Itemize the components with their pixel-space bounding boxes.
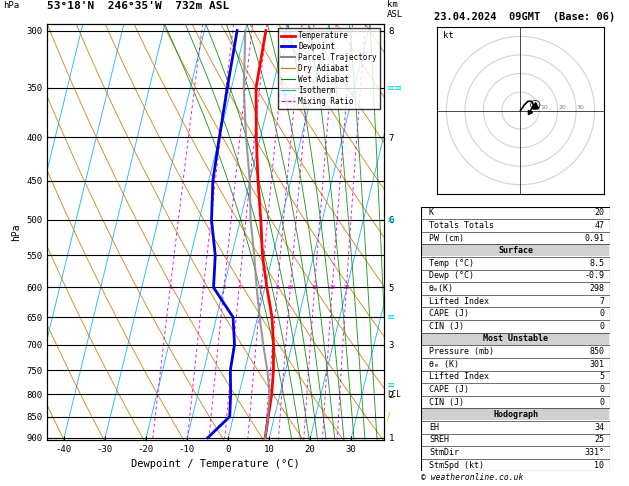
Text: θₑ(K): θₑ(K): [429, 284, 454, 293]
Text: Dewp (°C): Dewp (°C): [429, 271, 474, 280]
Text: 0: 0: [599, 398, 604, 407]
Text: LCL: LCL: [387, 390, 401, 399]
Text: CAPE (J): CAPE (J): [429, 309, 469, 318]
Text: ≡: ≡: [387, 380, 395, 390]
Text: © weatheronline.co.uk: © weatheronline.co.uk: [421, 473, 524, 482]
Text: 5: 5: [599, 372, 604, 382]
Text: Totals Totals: Totals Totals: [429, 221, 494, 230]
Text: Hodograph: Hodograph: [493, 410, 538, 419]
Text: 15: 15: [311, 285, 318, 290]
Text: 8.5: 8.5: [589, 259, 604, 268]
Text: 23.04.2024  09GMT  (Base: 06): 23.04.2024 09GMT (Base: 06): [434, 12, 615, 22]
Text: kt: kt: [443, 31, 454, 40]
Text: θₑ (K): θₑ (K): [429, 360, 459, 369]
Text: 34: 34: [594, 423, 604, 432]
Text: /: /: [387, 412, 390, 421]
Text: ≡: ≡: [387, 312, 395, 322]
Text: 10: 10: [287, 285, 294, 290]
Text: 53°18'N  246°35'W  732m ASL: 53°18'N 246°35'W 732m ASL: [47, 1, 230, 11]
Y-axis label: hPa: hPa: [11, 223, 21, 241]
Text: 2: 2: [202, 285, 205, 290]
Text: 331°: 331°: [584, 448, 604, 457]
Text: 10: 10: [594, 461, 604, 469]
Text: 25: 25: [343, 285, 350, 290]
Text: CIN (J): CIN (J): [429, 398, 464, 407]
Text: 4: 4: [237, 285, 241, 290]
Text: StmDir: StmDir: [429, 448, 459, 457]
Bar: [422, 408, 610, 420]
Text: 0: 0: [599, 385, 604, 394]
Text: 298: 298: [589, 284, 604, 293]
Text: StmSpd (kt): StmSpd (kt): [429, 461, 484, 469]
Text: SREH: SREH: [429, 435, 449, 444]
X-axis label: Dewpoint / Temperature (°C): Dewpoint / Temperature (°C): [131, 459, 300, 469]
Text: PW (cm): PW (cm): [429, 234, 464, 243]
Text: ≡: ≡: [387, 215, 395, 225]
Text: Temp (°C): Temp (°C): [429, 259, 474, 268]
Text: 30: 30: [577, 104, 585, 110]
Bar: [422, 333, 610, 345]
Text: K: K: [429, 208, 434, 217]
Text: 850: 850: [589, 347, 604, 356]
Text: 0.91: 0.91: [584, 234, 604, 243]
Text: 25: 25: [594, 435, 604, 444]
Text: 6: 6: [259, 285, 263, 290]
Text: Most Unstable: Most Unstable: [483, 334, 548, 344]
Legend: Temperature, Dewpoint, Parcel Trajectory, Dry Adiabat, Wet Adiabat, Isotherm, Mi: Temperature, Dewpoint, Parcel Trajectory…: [278, 28, 380, 109]
Text: CAPE (J): CAPE (J): [429, 385, 469, 394]
Bar: [422, 244, 610, 257]
Text: 10: 10: [540, 104, 548, 110]
Text: 301: 301: [589, 360, 604, 369]
Text: 7: 7: [599, 296, 604, 306]
Text: 47: 47: [594, 221, 604, 230]
Text: 3: 3: [222, 285, 226, 290]
Text: 20: 20: [594, 208, 604, 217]
Text: Surface: Surface: [498, 246, 533, 255]
Text: 20: 20: [328, 285, 336, 290]
Text: EH: EH: [429, 423, 439, 432]
Text: 1: 1: [169, 285, 172, 290]
Text: 0: 0: [599, 309, 604, 318]
Text: 20: 20: [559, 104, 566, 110]
Text: Lifted Index: Lifted Index: [429, 296, 489, 306]
Text: Lifted Index: Lifted Index: [429, 372, 489, 382]
Text: km
ASL: km ASL: [387, 0, 403, 19]
Text: ≡≡: ≡≡: [387, 83, 403, 93]
Text: 0: 0: [599, 322, 604, 331]
Text: Pressure (mb): Pressure (mb): [429, 347, 494, 356]
Text: -0.9: -0.9: [584, 271, 604, 280]
Text: hPa: hPa: [3, 1, 19, 10]
Text: CIN (J): CIN (J): [429, 322, 464, 331]
Text: 8: 8: [276, 285, 279, 290]
